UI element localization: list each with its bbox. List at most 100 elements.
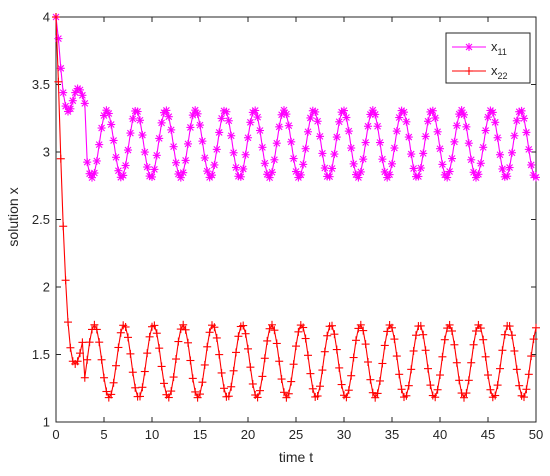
asterisk-marker-d2 [215, 129, 223, 136]
asterisk-marker-d2 [446, 168, 453, 175]
asterisk-marker-d2 [136, 116, 144, 124]
asterisk-marker-d2 [273, 139, 281, 147]
series-x22 [52, 13, 540, 402]
x-tick-label: 30 [337, 427, 351, 442]
y-axis-label: solution x [5, 187, 21, 246]
asterisk-marker-d2 [115, 167, 122, 175]
asterisk-marker-d2 [340, 107, 348, 114]
asterisk-marker-d2 [139, 131, 146, 139]
asterisk-marker-d2 [520, 115, 528, 122]
asterisk-marker-d2 [232, 164, 240, 171]
asterisk-marker-d2 [256, 127, 264, 134]
asterisk-marker-d2 [381, 168, 389, 176]
y-tick-label: 4 [43, 10, 50, 25]
asterisk-marker-d2 [191, 106, 199, 114]
asterisk-marker-d2 [532, 174, 540, 181]
x-tick-label: 50 [529, 427, 543, 442]
asterisk-marker-d2 [362, 139, 369, 146]
asterisk-marker-d2 [508, 149, 516, 157]
asterisk-marker-d2 [158, 119, 165, 127]
asterisk-marker-d2 [110, 137, 117, 144]
asterisk-marker-d2 [350, 160, 357, 168]
asterisk-marker-d2 [218, 115, 225, 122]
asterisk-marker-d2 [465, 139, 473, 147]
asterisk-marker-d2 [391, 144, 398, 152]
asterisk-marker-d2 [199, 137, 206, 145]
asterisk-marker-d2 [328, 165, 336, 172]
x-tick-label: 5 [100, 427, 107, 442]
asterisk-marker-d2 [105, 110, 113, 117]
asterisk-marker-d2 [196, 121, 204, 129]
y-tick-label: 1 [43, 415, 50, 430]
asterisk-marker-d2 [129, 115, 137, 123]
legend-box [445, 32, 531, 84]
asterisk-marker-d2 [343, 114, 350, 121]
asterisk-marker-d2 [475, 170, 482, 178]
asterisk-marker-d2 [247, 118, 254, 126]
asterisk-marker-d2 [155, 135, 163, 142]
asterisk-marker-d2 [283, 110, 290, 118]
asterisk-marker-d2 [287, 138, 295, 146]
asterisk-marker-d2 [436, 145, 444, 153]
asterisk-marker-d2 [251, 107, 259, 114]
asterisk-marker-d2 [376, 139, 384, 146]
asterisk-marker-d2 [134, 108, 141, 115]
asterisk-marker-d2 [151, 166, 158, 173]
y-tick-label: 2.5 [32, 212, 50, 227]
asterisk-marker-d2 [393, 127, 401, 135]
asterisk-marker-d2 [81, 100, 89, 107]
asterisk-marker-d2 [302, 145, 309, 153]
asterisk-marker-d2 [213, 145, 221, 153]
asterisk-marker-d2 [345, 127, 353, 135]
asterisk-marker-d2 [91, 169, 98, 177]
asterisk-marker-d2 [405, 133, 413, 141]
asterisk-marker-d2 [491, 118, 499, 126]
asterisk-marker-d2 [422, 133, 429, 140]
asterisk-marker-d2 [314, 117, 321, 125]
asterisk-marker-d2 [163, 107, 170, 114]
asterisk-marker-d2 [187, 124, 194, 131]
asterisk-marker-d2 [316, 133, 324, 140]
asterisk-marker-d2 [76, 86, 84, 94]
asterisk-marker-d2 [434, 128, 441, 136]
x-tick-label: 45 [481, 427, 495, 442]
asterisk-marker-d2 [448, 155, 456, 162]
asterisk-marker-d2 [467, 156, 475, 164]
asterisk-marker-d2 [211, 161, 218, 169]
asterisk-marker-d2 [299, 161, 307, 168]
x-tick-label: 40 [433, 427, 447, 442]
asterisk-marker-d2 [326, 173, 333, 181]
asterisk-marker-d2 [429, 107, 437, 115]
x-tick-label: 15 [193, 427, 207, 442]
asterisk-marker-d2 [463, 123, 470, 131]
asterisk-marker-d2 [335, 118, 343, 126]
asterisk-marker-d2 [290, 155, 297, 162]
asterisk-marker-d2 [379, 155, 386, 163]
asterisk-marker-d2 [237, 173, 245, 181]
asterisk-marker-d2 [203, 167, 211, 175]
asterisk-marker-d2 [268, 168, 276, 176]
asterisk-marker-d2 [357, 168, 365, 176]
asterisk-marker-d2 [292, 168, 300, 175]
asterisk-marker-d2 [242, 151, 249, 159]
asterisk-marker-d2 [194, 110, 201, 118]
asterisk-marker-d2 [496, 151, 504, 159]
asterisk-marker-d2 [67, 105, 74, 113]
asterisk-marker-d2 [304, 128, 312, 136]
plot-area: 0 5 10 15 20 25 30 35 40 45 50 1 1.5 2 2.5 3 3.5 4 [32, 10, 543, 443]
asterisk-marker-d2 [410, 165, 417, 172]
x-tick-label: 25 [289, 427, 303, 442]
asterisk-marker-d2 [451, 138, 458, 146]
asterisk-marker-d2 [321, 164, 329, 172]
asterisk-marker-d2 [331, 150, 338, 158]
asterisk-marker-d2 [122, 162, 129, 169]
asterisk-marker-d2 [395, 114, 403, 121]
x-axis-label: time t [279, 449, 313, 465]
asterisk-marker-d2 [239, 165, 247, 173]
asterisk-marker-d2 [347, 144, 355, 152]
asterisk-marker-d2 [285, 122, 293, 130]
asterisk-marker-d2 [499, 165, 506, 173]
asterisk-marker-d2 [403, 118, 410, 126]
